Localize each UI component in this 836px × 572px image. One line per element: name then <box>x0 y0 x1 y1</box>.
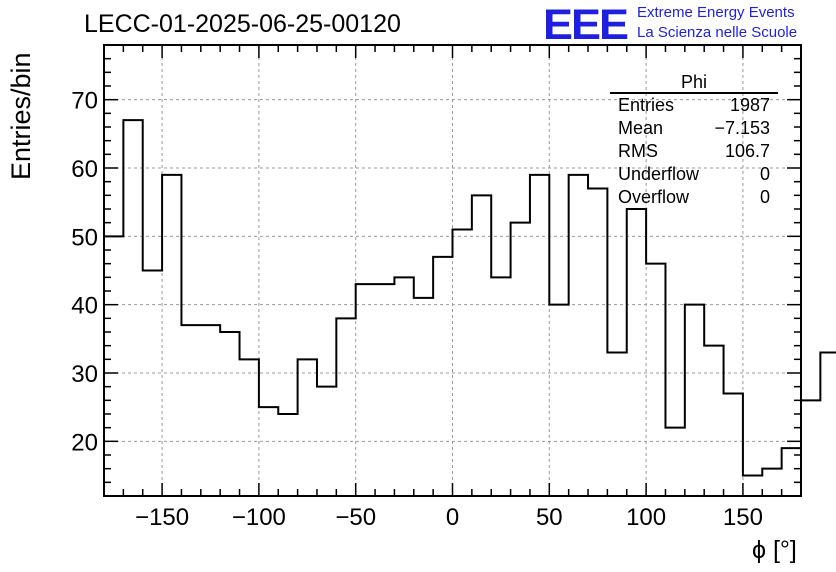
histogram-bin <box>646 264 665 496</box>
x-axis-label: ϕ [°] <box>752 536 797 564</box>
histogram-bin <box>162 175 181 496</box>
stats-value: −7.153 <box>714 118 770 138</box>
stats-label: Entries <box>618 95 675 115</box>
histogram-bin <box>240 359 259 496</box>
histogram-bin <box>704 346 723 496</box>
histogram-bin <box>511 223 530 496</box>
stats-box: Phi Entries 1987 Mean −7.153 RMS 106.7 U… <box>610 72 778 209</box>
histogram-bin <box>433 257 452 496</box>
y-tick-label: 50 <box>71 224 98 251</box>
histogram-bin <box>356 284 375 496</box>
stats-label: Underflow <box>618 164 700 184</box>
histogram-bin <box>143 271 162 497</box>
stats-row-underflow: Underflow 0 <box>610 163 778 186</box>
stats-box-title: Phi <box>610 72 778 94</box>
histogram-bin <box>472 195 491 496</box>
brand-line-1: Extreme Energy Events <box>637 4 795 21</box>
axis-tick-labels: −150 −100 −50 0 50 100 150 20 30 40 50 60 70 <box>71 88 763 531</box>
x-tick-label: −150 <box>135 504 189 531</box>
histogram-bin <box>104 236 123 496</box>
histogram-bin <box>588 189 607 497</box>
histogram-bin <box>801 400 820 496</box>
histogram-bin <box>724 394 743 497</box>
histogram-line <box>104 119 836 477</box>
y-tick-label: 70 <box>71 88 98 115</box>
y-axis-label: Entries/bin <box>6 52 36 180</box>
stats-value: 0 <box>759 187 770 207</box>
brand-line-2: La Scienza nelle Scuole <box>637 24 798 41</box>
y-tick-label: 30 <box>71 361 98 388</box>
stats-label: Mean <box>618 118 664 138</box>
eee-logo: EEE <box>543 0 629 49</box>
stats-value: 0 <box>759 164 770 184</box>
histogram-bin <box>453 230 472 497</box>
histogram-bin <box>743 476 762 497</box>
histogram-bin <box>394 277 413 496</box>
histogram-bin <box>181 325 200 496</box>
stats-label: RMS <box>618 141 658 161</box>
histogram-bin <box>549 305 568 496</box>
histogram-bin <box>375 284 394 496</box>
stats-row-rms: RMS 106.7 <box>610 140 778 163</box>
x-tick-label: 150 <box>723 504 763 531</box>
axis-ticks <box>103 44 802 496</box>
histogram-bin <box>336 318 355 496</box>
histogram-bin <box>317 387 336 496</box>
histogram-bin <box>201 325 220 496</box>
histogram-series <box>104 119 836 497</box>
histogram-bin <box>685 305 704 496</box>
histogram-bin <box>278 414 297 496</box>
chart-title: LECC-01-2025-06-25-00120 <box>84 10 401 38</box>
histogram-bin <box>762 469 781 496</box>
y-tick-label: 20 <box>71 429 98 456</box>
histogram-bin <box>607 353 626 497</box>
stats-value: 1987 <box>729 95 770 115</box>
histogram-bin <box>820 353 836 497</box>
histogram-bin <box>220 332 239 496</box>
histogram-bin <box>665 428 684 496</box>
stats-row-mean: Mean −7.153 <box>610 117 778 140</box>
histogram-bin <box>569 175 588 496</box>
y-tick-label: 60 <box>71 156 98 183</box>
x-tick-label: 100 <box>626 504 666 531</box>
stats-label: Overflow <box>618 187 690 207</box>
x-tick-label: −50 <box>335 504 376 531</box>
histogram-bin <box>298 359 317 496</box>
x-tick-label: 50 <box>536 504 563 531</box>
histogram-bin <box>414 298 433 496</box>
x-tick-label: −100 <box>232 504 286 531</box>
histogram-bin <box>123 120 142 496</box>
histogram-bin <box>259 407 278 496</box>
histogram-bin <box>627 209 646 496</box>
histogram-bin <box>491 277 510 496</box>
histogram-bin <box>530 175 549 496</box>
stats-row-overflow: Overflow 0 <box>610 186 778 209</box>
y-tick-label: 40 <box>71 293 98 320</box>
stats-value: 106.7 <box>724 141 770 161</box>
x-tick-label: 0 <box>446 504 459 531</box>
stats-row-entries: Entries 1987 <box>610 94 778 117</box>
